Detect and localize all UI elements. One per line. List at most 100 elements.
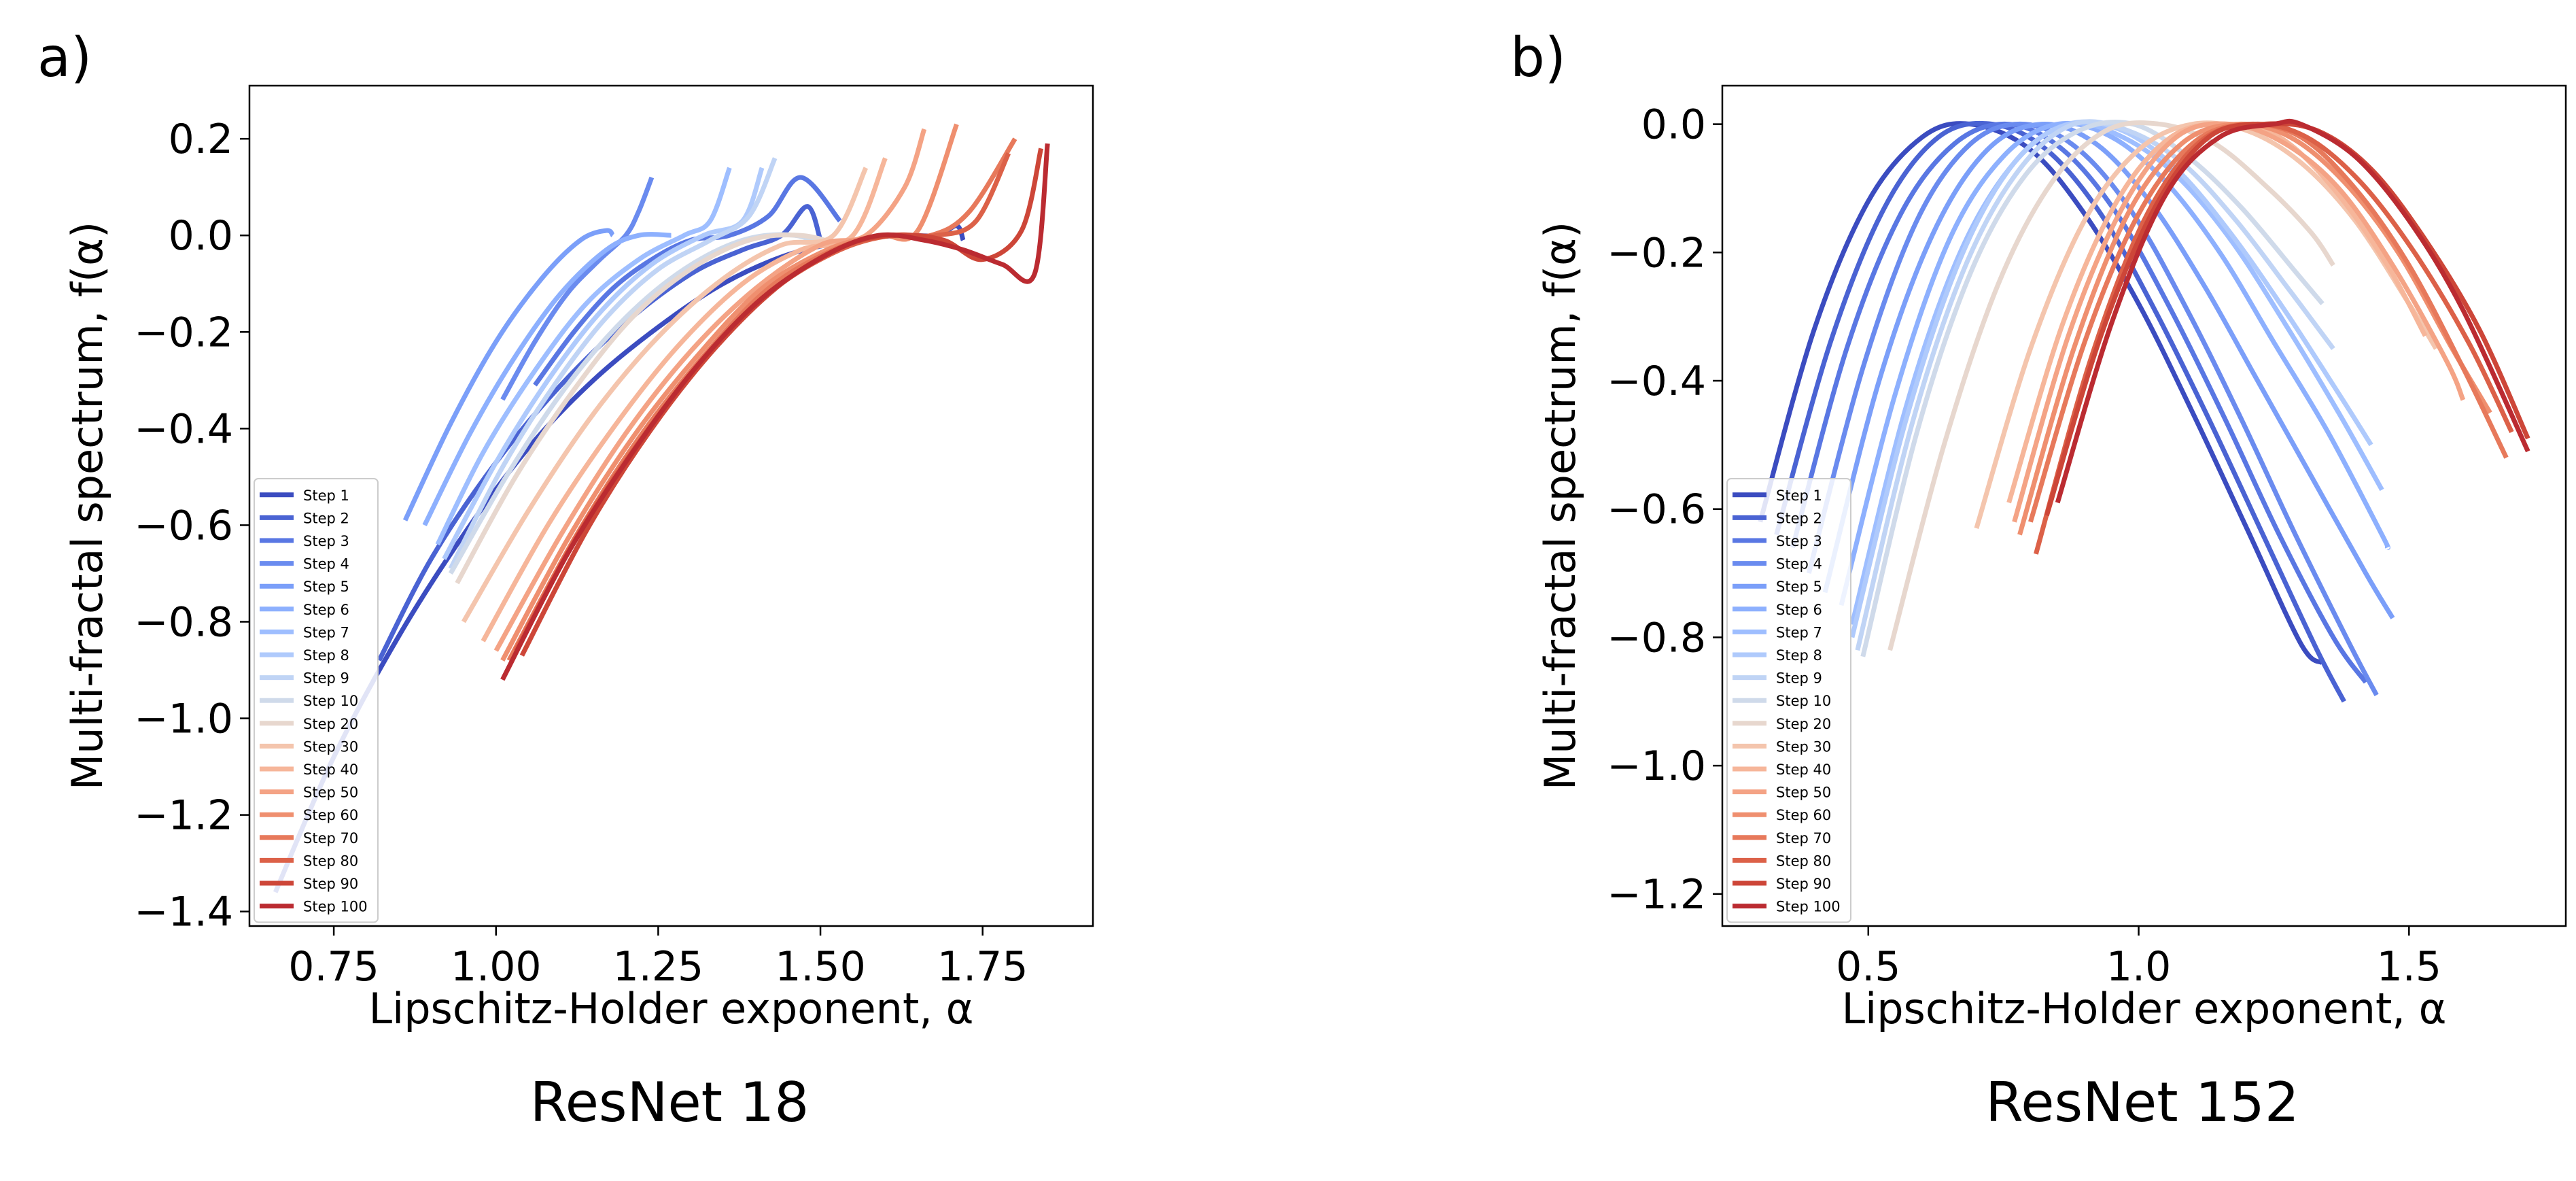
series-line-step-3 [1790, 121, 2368, 684]
legend-entry: Step 50 [1776, 785, 1831, 801]
series-line-step-80 [513, 152, 1011, 652]
y-tick-label: 0.0 [169, 212, 233, 260]
x-axis-label: Lipschitz-Holder exponent, α [368, 984, 973, 1033]
y-tick-label: −1.4 [134, 889, 233, 936]
y-tick-label: −0.2 [1607, 229, 1706, 277]
legend-box [254, 478, 379, 923]
legend-entry: Step 30 [303, 738, 358, 755]
legend-entry: Step 5 [1776, 579, 1822, 595]
panel-b-caption: ResNet 152 [1985, 1071, 2299, 1134]
legend: Step 1 Step 2 Step 3 Step 4 Step 5 Step 6 Step… [254, 478, 379, 923]
y-tick-label: −1.2 [1607, 871, 1706, 919]
x-tick-label: 0.75 [288, 943, 379, 991]
legend-entry: Step 8 [1776, 647, 1822, 664]
legend-entry: Step 100 [303, 899, 368, 915]
y-tick-label: −0.2 [134, 309, 233, 356]
series-line-step-4 [1806, 121, 2379, 696]
y-tick-label: 0.2 [169, 116, 233, 163]
chart-resnet18: 0.75 1.00 1.25 1.50 1.75 0.2 0.0 −0.2 −0.4 −0.6 −0… [63, 84, 1094, 1033]
series-line-step-2 [1774, 120, 2346, 703]
series-line-step-9 [1855, 119, 2335, 651]
x-tick-label: 1.25 [613, 943, 704, 991]
panel-a-caption: ResNet 18 [529, 1071, 810, 1134]
legend-entry: Step 50 [303, 785, 358, 801]
legend-entry: Step 40 [303, 761, 358, 778]
legend-entry: Step 10 [1776, 693, 1831, 709]
legend-entry: Step 80 [1776, 853, 1831, 869]
legend-entry: Step 7 [1776, 624, 1822, 640]
panel-b-letter: b) [1510, 26, 1566, 89]
y-tick-label: −0.6 [1607, 486, 1706, 534]
legend-entry: Step 10 [303, 693, 358, 709]
series-line-step-9 [448, 157, 778, 570]
legend-entry: Step 4 [303, 556, 349, 572]
x-tick-label: 1.50 [775, 943, 866, 991]
chart-resnet152: 0.5 1.0 1.5 0.0 −0.2 −0.4 −0.6 −0.8 −1.0 −1.2 Lips… [1535, 84, 2567, 1033]
series-line-step-6 [1839, 120, 2390, 606]
y-axis-label: Multi-fractal spectrum, f(α) [1535, 222, 1585, 790]
series-line-step-10 [1860, 119, 2325, 657]
series-line-step-7 [1849, 120, 2384, 626]
series-lines [1758, 118, 2530, 703]
legend: Step 1 Step 2 Step 3 Step 4 Step 5 Step 6 Step… [1726, 478, 1851, 923]
legend-entry: Step 3 [1776, 533, 1822, 549]
y-tick-label: −0.8 [134, 598, 233, 646]
series-lines [273, 123, 1050, 893]
legend-entry: Step 8 [303, 647, 349, 664]
y-tick-label: −1.0 [134, 696, 233, 743]
y-tick-label: −0.4 [1607, 358, 1706, 405]
legend-entry: Step 9 [303, 670, 349, 687]
legend-entry: Step 60 [303, 807, 358, 823]
series-line-step-20 [455, 233, 841, 585]
legend-entry: Step 5 [303, 579, 349, 595]
series-line-step-50 [493, 128, 927, 652]
y-tick-label: −1.2 [134, 792, 233, 840]
legend-box [1726, 478, 1851, 923]
y-tick-label: 0.0 [1641, 101, 1706, 149]
plot-frame [248, 84, 1094, 927]
x-tick-label: 1.00 [451, 943, 542, 991]
legend-entry: Step 6 [303, 602, 349, 618]
series-line-step-4 [500, 176, 655, 401]
legend-entry: Step 2 [303, 510, 349, 526]
legend-entry: Step 100 [1776, 899, 1841, 915]
panel-a-letter: a) [37, 26, 92, 89]
x-tick-label: 1.5 [2377, 943, 2441, 991]
y-axis-label: Multi-fractal spectrum, f(α) [63, 222, 112, 790]
y-tick-label: −0.4 [134, 405, 233, 453]
legend-entry: Step 1 [303, 487, 349, 504]
series-line-step-5 [402, 228, 615, 521]
legend-entry: Step 60 [1776, 807, 1831, 823]
legend-entry: Step 9 [1776, 670, 1822, 687]
legend-entry: Step 3 [303, 533, 349, 549]
series-line-step-100 [2055, 118, 2530, 504]
legend-entry: Step 4 [1776, 556, 1822, 572]
series-line-step-20 [1887, 120, 2335, 651]
legend-entry: Step 20 [303, 716, 358, 732]
y-tick-label: −0.6 [134, 502, 233, 549]
legend-entry: Step 40 [1776, 761, 1831, 778]
legend-entry: Step 6 [1776, 602, 1822, 618]
legend-entry: Step 7 [303, 624, 349, 640]
x-tick-label: 0.5 [1836, 943, 1900, 991]
series-line-step-5 [1822, 121, 2395, 619]
x-tick-label: 1.0 [2106, 943, 2171, 991]
series-line-step-100 [500, 143, 1050, 681]
legend-entry: Step 80 [303, 853, 358, 869]
legend-entry: Step 20 [1776, 716, 1831, 732]
legend-entry: Step 90 [1776, 876, 1831, 892]
legend-entry: Step 70 [1776, 830, 1831, 846]
series-line-step-30 [461, 167, 869, 623]
legend-entry: Step 1 [1776, 487, 1822, 504]
series-line-step-6 [422, 232, 672, 526]
x-tick-label: 1.75 [937, 943, 1028, 991]
series-line-step-7 [435, 167, 732, 546]
legend-entry: Step 70 [303, 830, 358, 846]
legend-entry: Step 2 [1776, 510, 1822, 526]
x-axis-label: Lipschitz-Holder exponent, α [1841, 984, 2446, 1033]
series-line-step-70 [506, 137, 1017, 662]
y-tick-label: −0.8 [1607, 614, 1706, 662]
plot-frame [1721, 84, 2567, 927]
legend-entry: Step 30 [1776, 738, 1831, 755]
